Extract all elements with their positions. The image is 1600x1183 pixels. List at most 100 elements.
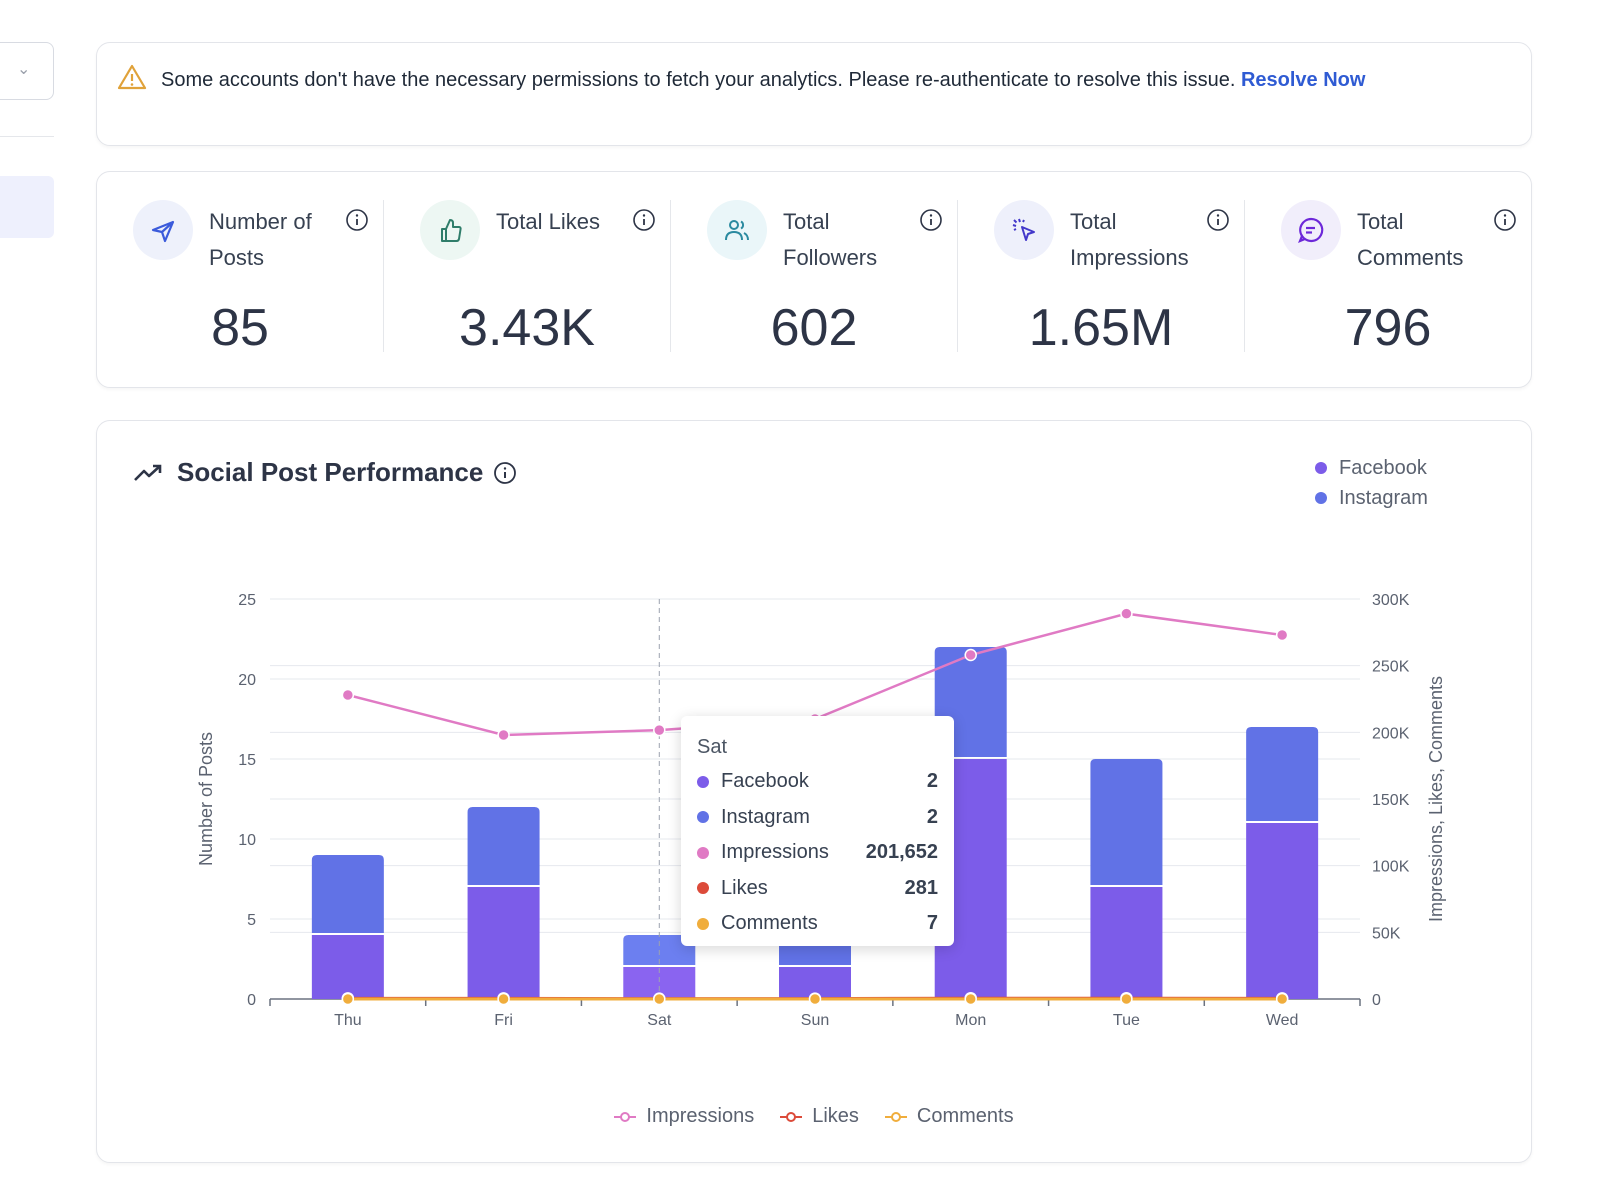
y-tick-label: 5 — [247, 912, 256, 929]
resolve-now-link[interactable]: Resolve Now — [1240, 69, 1366, 91]
point-impressions — [497, 728, 510, 742]
tooltip-row: Likes 281 — [697, 871, 938, 907]
social-post-performance-card: Social Post Performance Facebook Instagra… — [96, 420, 1532, 1163]
tooltip-series-value: 281 — [904, 876, 938, 899]
x-tick-label: Sun — [801, 1012, 829, 1029]
y-tick-label: 10 — [238, 832, 256, 849]
tooltip-series-value: 2 — [926, 770, 938, 793]
legend-top: Facebook Instagram — [1315, 453, 1428, 513]
x-tick-label: Mon — [955, 1012, 986, 1029]
y2-tick-label: 50K — [1372, 925, 1401, 942]
tooltip-series-name: Likes — [721, 876, 768, 899]
stat-value: 602 — [770, 299, 858, 357]
tooltip-series-name: Comments — [721, 912, 818, 935]
stat-total-impressions: Total Impressions 1.65M — [957, 200, 1244, 357]
legend-line-marker-icon — [780, 1111, 803, 1122]
stat-label: Total Comments — [1357, 209, 1464, 270]
stat-label: Number of Posts — [209, 209, 312, 270]
point-impressions — [1120, 607, 1133, 620]
y2-tick-label: 100K — [1372, 859, 1410, 876]
tooltip-title: Sat — [697, 736, 728, 758]
y2-axis-title: Impressions, Likes, Comments — [1426, 676, 1446, 922]
stat-value: 1.65M — [1028, 299, 1174, 357]
legend-item-facebook[interactable]: Facebook — [1315, 453, 1428, 483]
point-impressions — [341, 688, 355, 702]
point-comments — [341, 992, 355, 1006]
warning-icon — [117, 64, 147, 90]
x-tick-label: Wed — [1266, 1012, 1299, 1029]
legend-label: Comments — [916, 1105, 1014, 1127]
trending-up-icon — [134, 464, 162, 481]
stat-total-likes: Total Likes 3.43K — [383, 200, 670, 357]
tooltip-series-value: 2 — [926, 805, 938, 828]
bar-facebook — [1246, 823, 1319, 999]
x-tick-label: Tue — [1113, 1012, 1140, 1029]
legend-dot — [1315, 492, 1327, 504]
legend-bottom: Impressions Likes Comments — [97, 1105, 1531, 1128]
legend-item-likes[interactable]: Likes — [780, 1105, 859, 1128]
users-icon — [707, 200, 767, 260]
point-comments — [808, 992, 822, 1006]
legend-item-instagram[interactable]: Instagram — [1315, 483, 1428, 513]
stat-value: 796 — [1344, 299, 1432, 357]
series-color-dot — [697, 775, 709, 788]
legend-item-comments[interactable]: Comments — [884, 1105, 1014, 1128]
series-color-dot — [697, 846, 709, 859]
stat-number-of-posts: Number of Posts 85 — [97, 200, 383, 357]
stat-value: 3.43K — [459, 299, 595, 357]
y-tick-label: 25 — [238, 592, 256, 609]
point-comments — [497, 992, 510, 1006]
sidebar-active-item[interactable] — [0, 176, 54, 238]
tooltip-series-value: 7 — [926, 912, 938, 935]
info-icon[interactable] — [632, 208, 656, 237]
chart-title: Social Post Performance — [177, 457, 484, 487]
point-impressions — [653, 723, 666, 737]
y2-tick-label: 300K — [1372, 592, 1410, 609]
tooltip-row: Impressions 201,652 — [697, 835, 938, 871]
legend-dot — [1315, 462, 1327, 474]
tooltip-series-value: 201,652 — [865, 841, 938, 864]
send-icon — [133, 200, 193, 260]
x-tick-label: Fri — [494, 1012, 513, 1029]
bar-instagram — [1246, 727, 1319, 821]
stat-label: Total Followers — [783, 209, 878, 270]
x-tick-label: Thu — [334, 1012, 362, 1029]
legend-label: Impressions — [646, 1105, 755, 1127]
x-tick-label: Sat — [647, 1012, 672, 1029]
point-comments — [1120, 992, 1133, 1006]
legend-item-impressions[interactable]: Impressions — [614, 1105, 754, 1128]
tooltip-row: Comments 7 — [697, 906, 938, 942]
info-icon[interactable] — [493, 461, 517, 485]
stats-card: Number of Posts 85 Total Likes 3.43K Tot… — [96, 171, 1532, 388]
point-comments — [1275, 992, 1289, 1006]
series-color-dot — [697, 882, 709, 895]
chevron-down-icon: ⌄ — [17, 61, 31, 78]
info-icon[interactable] — [345, 208, 369, 237]
tooltip-series-name: Facebook — [721, 770, 809, 793]
info-icon[interactable] — [1493, 208, 1517, 237]
y2-tick-label: 0 — [1372, 992, 1381, 1009]
y-tick-label: 15 — [238, 752, 256, 769]
stat-total-comments: Total Comments 796 — [1244, 200, 1531, 357]
stat-value: 85 — [211, 299, 269, 357]
y2-tick-label: 200K — [1372, 725, 1410, 742]
sidebar-dropdown[interactable]: ⌄ — [0, 42, 54, 100]
message-icon — [1281, 200, 1341, 260]
cursor-click-icon — [994, 200, 1054, 260]
point-impressions — [964, 648, 977, 662]
tooltip-series-name: Impressions — [721, 841, 829, 864]
bar-instagram — [467, 807, 540, 885]
point-comments — [964, 992, 977, 1006]
info-icon[interactable] — [919, 208, 943, 237]
point-impressions — [1275, 628, 1289, 642]
tooltip-row: Instagram 2 — [697, 800, 938, 836]
info-icon[interactable] — [1206, 208, 1230, 237]
series-color-dot — [697, 811, 709, 824]
point-comments — [653, 992, 666, 1006]
y-tick-label: 0 — [247, 992, 256, 1009]
y2-tick-label: 150K — [1372, 792, 1410, 809]
bar-facebook — [1090, 887, 1163, 999]
legend-line-marker-icon — [884, 1111, 907, 1122]
permissions-alert: Some accounts don't have the necessary p… — [96, 42, 1532, 146]
bar-instagram — [1090, 759, 1163, 885]
